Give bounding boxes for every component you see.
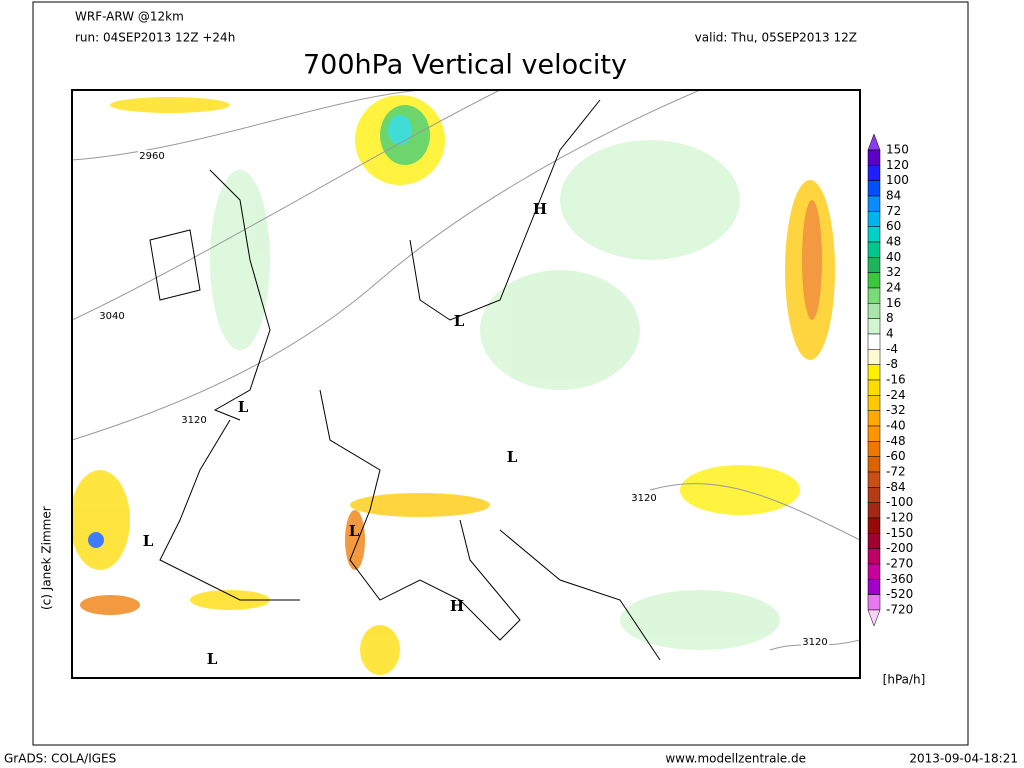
contour-label: 3120 [631, 493, 656, 504]
colorbar-box [867, 226, 881, 243]
map-bg [72, 90, 860, 678]
colorbar-label: -8 [886, 357, 898, 371]
colorbar-label: 48 [886, 235, 901, 249]
colorbar-label: 150 [886, 143, 909, 157]
colorbar-box [867, 241, 881, 258]
colorbar-box [867, 195, 881, 212]
footer-right: 2013-09-04-18:21 [909, 752, 1018, 766]
colorbar-box [867, 487, 881, 503]
contour-label: 3120 [802, 637, 827, 648]
colorbar-box [867, 364, 881, 381]
pressure-center: H [450, 597, 464, 615]
colorbar-box [867, 379, 881, 396]
colorbar-box [867, 517, 881, 534]
pressure-center: L [507, 448, 518, 466]
colorbar-box [867, 548, 881, 565]
colorbar-label: 100 [886, 173, 909, 187]
colorbar-label: -60 [886, 449, 906, 463]
footer-left: GrADS: COLA/IGES [4, 752, 116, 766]
colorbar-box [867, 471, 881, 488]
map-border [71, 89, 861, 679]
colorbar-box [867, 425, 881, 442]
colorbar-box [867, 349, 881, 365]
colorbar-box [867, 257, 881, 273]
contour-label: 3040 [99, 311, 124, 322]
valid-label: valid: Thu, 05SEP2013 12Z [695, 31, 857, 45]
map: 2960 3040 3120 3120 3120 H H L L L L L L [71, 89, 861, 679]
run-label: run: 04SEP2013 12Z +24h [75, 31, 235, 45]
colorbar-label: -48 [886, 434, 906, 448]
colorbar-bottom-arrow [867, 609, 881, 627]
contour-label-bg [180, 414, 208, 426]
colorbar-box [867, 410, 881, 427]
colorbar-box [867, 579, 881, 595]
colorbar-box [867, 303, 881, 319]
colorbar-label: -40 [886, 419, 906, 433]
colorbar-box [867, 502, 881, 519]
colorbar-box [867, 395, 881, 411]
colorbar-label: -84 [886, 480, 906, 494]
colorbar-box [867, 149, 881, 166]
colorbar-box [867, 180, 881, 197]
contour-label-bg [98, 310, 126, 322]
colorbar-label: 72 [886, 204, 901, 218]
colorbar-label: 120 [886, 158, 909, 172]
colorbar-label: 32 [886, 265, 901, 279]
colorbar-label: -520 [886, 587, 913, 601]
colorbar-label: 4 [886, 327, 894, 341]
colorbar-box [867, 441, 881, 457]
colorbar-label: 40 [886, 250, 901, 264]
field-blobs [72, 95, 835, 675]
colorbar: 150120100847260484032241684-4-8-16-24-32… [867, 133, 913, 627]
colorbar-label: -4 [886, 342, 898, 356]
colorbar-label: -200 [886, 541, 913, 555]
colorbar-label: 8 [886, 311, 894, 325]
colorbar-box [867, 563, 881, 580]
copyright: (c) Janek Zimmer [40, 506, 54, 610]
colorbar-box [867, 211, 881, 227]
colorbar-label: -120 [886, 511, 913, 525]
contour-label-bg [630, 492, 658, 504]
pressure-center: L [143, 532, 154, 550]
colorbar-box [867, 318, 881, 335]
colorbar-box [867, 287, 881, 304]
contour-label: 3120 [181, 415, 206, 426]
title: 700hPa Vertical velocity [303, 50, 627, 81]
pressure-center: L [207, 650, 218, 668]
contour-label: 2960 [139, 151, 164, 162]
colorbar-box [867, 165, 881, 181]
pressure-center: L [238, 398, 249, 416]
colorbar-label: -100 [886, 495, 913, 509]
colorbar-box [867, 594, 881, 611]
colorbar-label: -270 [886, 557, 913, 571]
colorbar-label: -16 [886, 373, 906, 387]
coastlines [149, 99, 661, 661]
pressure-center: H [533, 200, 547, 218]
colorbar-label: 60 [886, 219, 901, 233]
colorbar-label: -32 [886, 403, 906, 417]
pressure-center: L [349, 522, 360, 540]
colorbar-box [867, 333, 881, 350]
colorbar-label: -720 [886, 603, 913, 617]
pressure-center: L [454, 312, 465, 330]
contour-label-bg [801, 636, 829, 648]
colorbar-box [867, 533, 881, 549]
colorbar-box [867, 272, 881, 289]
colorbar-unit: [hPa/h] [883, 673, 926, 687]
colorbar-label: -24 [886, 388, 906, 402]
colorbar-label: 16 [886, 296, 901, 310]
colorbar-label: -72 [886, 465, 906, 479]
colorbar-label: 24 [886, 281, 901, 295]
colorbar-box [867, 456, 881, 473]
colorbar-label: -150 [886, 526, 913, 540]
model-label: WRF-ARW @12km [75, 10, 184, 24]
contour-label-bg [138, 150, 166, 162]
footer-center: www.modellzentrale.de [665, 752, 806, 766]
colorbar-label: 84 [886, 189, 901, 203]
colorbar-label: -360 [886, 572, 913, 586]
